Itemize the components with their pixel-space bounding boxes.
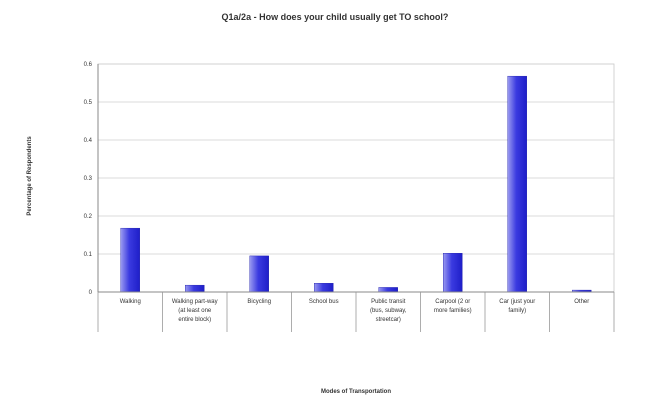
bar (507, 75, 527, 293)
x-tick-label: Other (574, 299, 589, 305)
y-tick-label: 0.4 (84, 138, 93, 144)
bar (314, 283, 334, 293)
y-axis-title: Percentage of Respondents (27, 136, 33, 216)
y-tick-label: 0.1 (84, 252, 93, 258)
bar (378, 287, 398, 293)
chart-title: Q1a/2a - How does your child usually get… (222, 12, 449, 22)
x-tick-label: Bicycling (247, 299, 271, 305)
x-axis-title: Modes of Transportation (321, 389, 391, 395)
x-tick-label: Walking (120, 299, 141, 305)
bar (120, 227, 140, 293)
bar (249, 255, 269, 293)
x-tick-label: School bus (309, 299, 339, 305)
y-tick-label: 0.2 (84, 214, 93, 220)
bar (185, 284, 205, 293)
y-tick-label: 0.6 (84, 62, 93, 68)
x-tick-label: Walking part-way (at least one entire bloc… (172, 299, 218, 323)
x-tick-label: Public transit (bus, subway, streetcar) (370, 299, 407, 323)
y-tick-label: 0.3 (84, 176, 93, 182)
y-tick-label: 0.5 (84, 100, 93, 106)
x-tick-label: Carpool (2 or more families) (434, 299, 472, 314)
y-tick-label: 0 (89, 290, 93, 296)
x-tick-label: Car (just your family) (499, 299, 535, 314)
bar (443, 253, 463, 293)
